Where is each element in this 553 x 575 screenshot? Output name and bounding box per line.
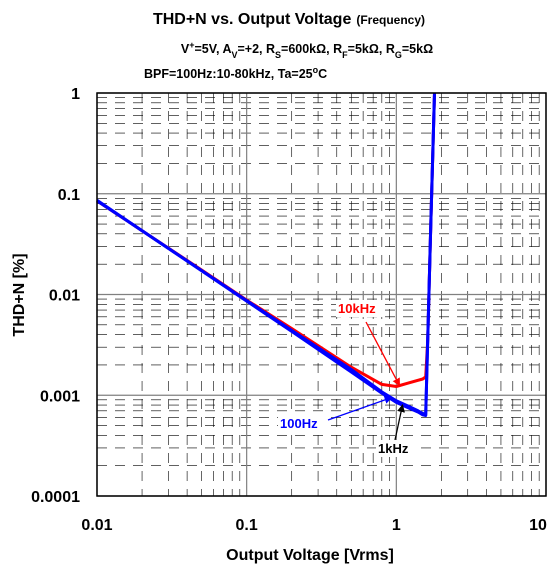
annotation-label-1khz: 1kHz xyxy=(378,441,409,456)
cond-vplus-rest: =5V, xyxy=(195,42,223,56)
conditions-line-2: BPF=100Hz:10-80kHz, Ta=25oC xyxy=(144,65,327,81)
x-axis-label: Output Voltage [Vrms] xyxy=(226,547,394,564)
cond-rf-rest: =5kΩ, xyxy=(348,42,386,56)
x-tick-label: 10 xyxy=(529,517,547,534)
cond2-post: C xyxy=(318,67,327,81)
y-tick-label: 0.001 xyxy=(40,388,80,405)
x-tick-label: 0.01 xyxy=(81,517,112,534)
y-tick-label: 0.1 xyxy=(58,187,80,204)
cond-rs-base: R xyxy=(266,42,275,56)
x-tick-label: 0.1 xyxy=(236,517,258,534)
cond-rs-rest: =600kΩ, xyxy=(281,42,333,56)
y-tick-label: 1 xyxy=(71,86,80,103)
y-tick-label: 0.01 xyxy=(49,288,80,305)
y-axis-label: THD+N [%] xyxy=(11,253,28,336)
cond2-pre: BPF=100Hz:10-80kHz, Ta=25 xyxy=(144,67,313,81)
annotation-label-100hz: 100Hz xyxy=(280,416,318,431)
annotation-label-10khz: 10kHz xyxy=(338,301,376,316)
chart-title-suffix: (Frequency) xyxy=(356,13,425,27)
cond-rg-rest: =5kΩ xyxy=(402,42,433,56)
x-tick-label: 1 xyxy=(392,517,401,534)
cond-av-rest: =+2, xyxy=(237,42,266,56)
cond-rg-base: R xyxy=(386,42,395,56)
cond-av-base: A xyxy=(222,42,231,56)
chart-title-group: THD+N vs. Output Voltage (Frequency) xyxy=(153,11,425,28)
chart-title: THD+N vs. Output Voltage xyxy=(153,11,351,28)
y-tick-label: 0.0001 xyxy=(31,489,80,506)
cond-rg-sub: G xyxy=(395,50,402,60)
cond-rf-base: R xyxy=(333,42,342,56)
